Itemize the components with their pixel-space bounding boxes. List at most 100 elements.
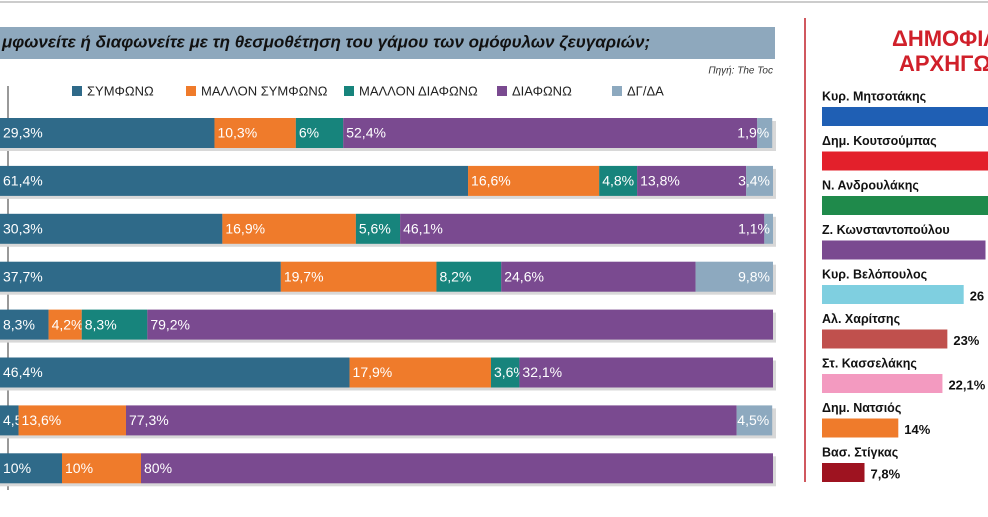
bar-segment [400,213,765,244]
category-label: Στ. Κασσελάκης [822,356,917,370]
value-label: 14% [904,422,930,437]
bar-segment [468,165,600,196]
bar [822,329,948,349]
value-label: 10% [3,460,31,476]
bar [822,463,865,482]
bar-segment [0,357,350,388]
value-label: 22,1% [948,377,985,392]
value-label: 46,4% [3,364,43,380]
bar-segment [343,118,758,148]
bar [822,374,943,393]
category-label: Δημ. Κουτσούμπας [822,134,937,148]
bar-segment [0,213,223,244]
bar-segment [501,261,696,292]
legend-swatch [72,86,82,96]
bar-segment [355,213,401,244]
bar [822,196,988,215]
value-label: 61,4% [3,173,43,189]
value-label: 10% [65,460,93,476]
source: Πηγή: The Toc [708,65,773,77]
value-label: 24,6% [504,268,544,284]
bar-segment [490,357,520,388]
bar [822,285,964,304]
value-label: 23% [953,333,979,348]
category-label: Κυρ. Μητσοτάκης [822,89,926,103]
bar [822,240,986,260]
bar-segment [0,453,62,484]
value-label: 30,3% [3,221,43,237]
value-label: 8,3% [85,316,117,332]
value-label: 52,4% [346,125,386,141]
bar-segment [62,453,141,484]
legend-label: ΜΑΛΛΟΝ ΔΙΑΦΩΝΩ [359,83,478,98]
category-label: Αλ. Χαρίτσης [822,312,900,326]
bar-segment [280,261,437,292]
category-label: Ν. Ανδρουλάκης [822,178,919,192]
bar-segment [519,357,773,388]
bar [822,107,988,126]
value-label: 13,6% [22,412,62,428]
legend-label: ΔΙΑΦΩΝΩ [512,83,572,98]
value-label: 1,9% [737,125,769,141]
value-label: 4,2% [52,316,84,332]
value-label: 26 [970,288,984,303]
value-label: 17,9% [353,364,393,380]
value-label: 79,2% [150,316,190,332]
bar-segment [295,118,344,148]
legend-label: ΣΥΜΦΩΝΩ [87,83,154,98]
bar-segment [0,118,215,148]
value-label: 46,1% [403,221,443,237]
bar-segment [736,405,773,436]
category-label: Κυρ. Βελόπουλος [822,267,927,281]
bar-segment [141,453,773,484]
bar-segment [764,213,773,244]
legend-swatch [344,86,354,96]
legend-label: ΔΓ/ΔΑ [627,83,664,98]
bar-segment [436,261,502,292]
value-label: 6% [299,125,319,141]
value-label: 3,6% [494,364,526,380]
value-label: 5,6% [359,221,391,237]
value-label: 19,7% [284,268,324,284]
chart-title: μφωνείτε ή διαφωνείτε με τη θεσμοθέτηση … [1,32,650,51]
legend-swatch [186,86,196,96]
category-label: Ζ. Κωνσταντοπούλου [822,223,950,237]
value-label: 10,3% [217,125,257,141]
bar-segment [125,405,737,436]
value-label: 32,1% [522,364,562,380]
bar [822,151,988,171]
value-label: 4,8% [602,173,634,189]
bar-segment [746,165,773,196]
legend-swatch [497,86,507,96]
bar-segment [757,118,773,148]
bar-segment [0,405,19,436]
value-label: 29,3% [3,125,43,141]
bar-segment [214,118,296,148]
bar-segment [222,213,356,244]
bar-segment [18,405,126,436]
category-label: Δημ. Νατσιός [822,401,901,415]
legend-label: ΜΑΛΛΟΝ ΣΥΜΦΩΝΩ [201,83,328,98]
value-label: 80% [144,460,172,476]
value-label: 37,7% [3,268,43,284]
value-label: 3,4% [738,173,770,189]
value-label: 8,2% [439,268,471,284]
value-label: 8,3% [3,316,35,332]
bar-segment [147,309,773,340]
chart-title-line: ΔΗΜΟΦΙΛ [892,26,988,51]
value-label: 9,8% [738,268,770,284]
category-label: Βασ. Στίγκας [822,445,898,459]
bar-segment [81,309,148,340]
value-label: 16,9% [225,221,265,237]
bar-segment [599,165,638,196]
value-label: 77,3% [129,412,169,428]
bar-segment [48,309,82,340]
bar-segment [0,261,281,292]
bar [822,418,899,438]
value-label: 7,8% [871,466,901,481]
value-label: 16,6% [471,173,511,189]
value-label: 1,1% [738,221,770,237]
bar-segment [0,309,49,340]
title-band [0,27,775,59]
